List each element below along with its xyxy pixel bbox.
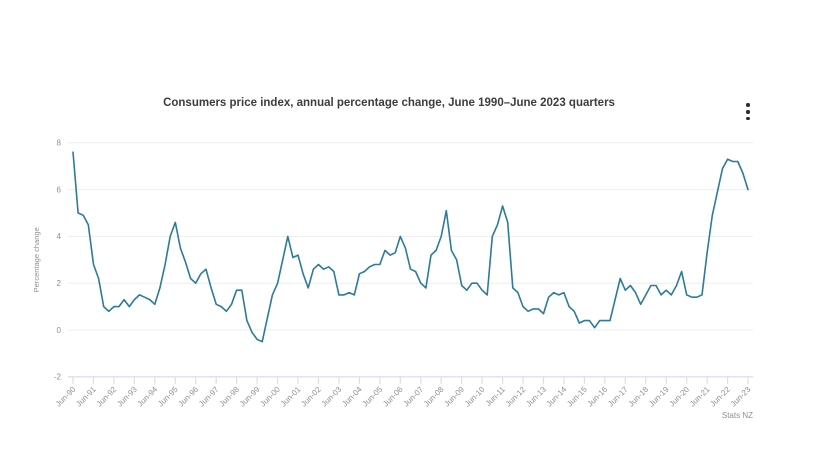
x-axis-tick-label: Jun-15 (565, 384, 589, 408)
x-axis-tick-label: Jun-14 (545, 384, 569, 408)
x-axis-tick-label: Jun-98 (217, 384, 241, 408)
y-axis-tick-label: 8 (57, 139, 62, 148)
x-axis-tick-label: Jun-95 (156, 384, 180, 408)
y-axis-tick-label: 6 (57, 185, 62, 194)
x-axis-tick-label: Jun-94 (136, 384, 160, 408)
y-axis-tick-label: 2 (57, 279, 62, 288)
x-axis-tick-label: Jun-13 (524, 384, 548, 408)
x-axis-tick-label: Jun-03 (320, 384, 344, 408)
kebab-menu-icon (739, 103, 757, 121)
x-axis-tick-label: Jun-06 (381, 384, 405, 408)
x-axis-tick-label: Jun-22 (708, 384, 732, 408)
x-axis-tick-label: Jun-05 (361, 384, 385, 408)
cpi-line (72, 151, 749, 343)
x-axis-tick-label: Jun-08 (422, 384, 446, 408)
y-axis-title: Percentage change (32, 227, 41, 292)
x-axis-tick-label: Jun-91 (74, 384, 98, 408)
x-axis-tick-label: Jun-04 (340, 384, 364, 408)
attribution-label: Stats NZ (721, 411, 753, 420)
y-axis-tick-label: -2 (54, 373, 62, 382)
y-axis-tick-label: 4 (57, 232, 62, 241)
x-axis-tick-label: Jun-90 (54, 384, 78, 408)
x-axis-tick-label: Jun-16 (586, 384, 610, 408)
y-axis-tick-label: 0 (57, 326, 62, 335)
chart-options-button[interactable] (739, 98, 757, 124)
x-axis-tick-label: Jun-23 (729, 384, 753, 408)
x-axis-tick-label: Jun-17 (606, 384, 630, 408)
x-axis-tick-label: Jun-21 (688, 384, 712, 408)
x-axis-tick-label: Jun-10 (463, 384, 487, 408)
x-axis-tick-label: Jun-97 (197, 384, 221, 408)
x-axis-tick-label: Jun-00 (258, 384, 282, 408)
x-axis-tick-label: Jun-99 (238, 384, 262, 408)
x-axis-tick-label: Jun-12 (504, 384, 528, 408)
x-axis-tick-label: Jun-02 (299, 384, 323, 408)
x-axis-tick-label: Jun-09 (442, 384, 466, 408)
x-axis-tick-label: Jun-07 (402, 384, 426, 408)
x-axis-tick-label: Jun-96 (176, 384, 200, 408)
chart-title: Consumers price index, annual percentage… (163, 97, 615, 109)
x-axis-tick-label: Jun-18 (627, 384, 651, 408)
x-axis-tick-label: Jun-11 (484, 384, 508, 408)
x-axis-tick-label: Jun-20 (667, 384, 691, 408)
x-axis-tick-label: Jun-19 (647, 384, 671, 408)
x-axis-tick-label: Jun-93 (115, 384, 139, 408)
x-axis-tick-label: Jun-01 (279, 384, 303, 408)
x-axis-tick-label: Jun-92 (95, 384, 119, 408)
